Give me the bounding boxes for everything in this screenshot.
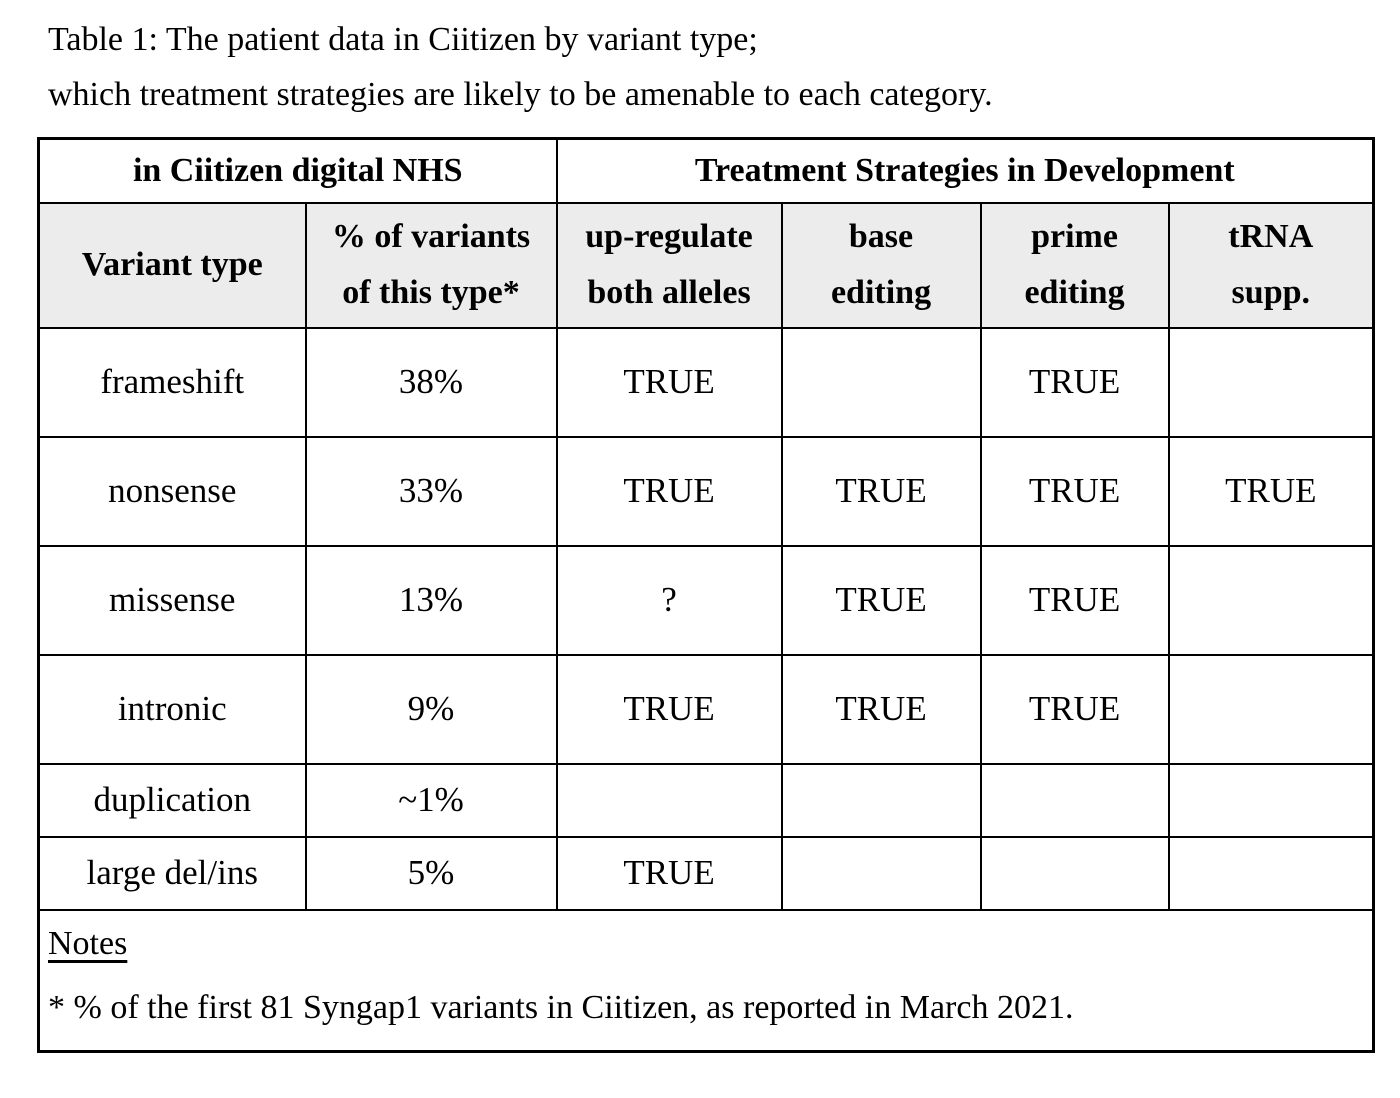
cell-missense-base: TRUE <box>780 544 982 656</box>
column-header-row: Variant type % of variants of this type*… <box>37 201 1375 329</box>
cell-duplication-pct: ~1% <box>304 762 558 838</box>
cell-intronic-trna <box>1167 653 1375 765</box>
cell-intronic-pct: 9% <box>304 653 558 765</box>
cell-large-del-ins-trna <box>1167 835 1375 911</box>
cell-nonsense-pct: 33% <box>304 435 558 547</box>
cell-missense-variant: missense <box>37 544 307 656</box>
table-caption-line-1: Table 1: The patient data in Ciitizen by… <box>48 21 758 58</box>
cell-frameshift-trna <box>1167 326 1375 438</box>
col-header-prime-editing: prime editing <box>979 201 1170 329</box>
cell-large-del-ins-variant: large del/ins <box>37 835 307 911</box>
cell-nonsense-trna: TRUE <box>1167 435 1375 547</box>
col-header-trna-supp: tRNA supp. <box>1167 201 1375 329</box>
cell-missense-trna <box>1167 544 1375 656</box>
cell-nonsense-variant: nonsense <box>37 435 307 547</box>
col-header-base-line-2: editing <box>830 274 932 311</box>
col-header-pct-line-1: % of variants <box>331 218 531 255</box>
cell-duplication-prime <box>979 762 1170 838</box>
table-row-intronic: intronic 9% TRUE TRUE TRUE <box>37 653 1375 765</box>
cell-large-del-ins-pct: 5% <box>304 835 558 911</box>
cell-intronic-upregulate: TRUE <box>555 653 783 765</box>
cell-intronic-prime: TRUE <box>979 653 1170 765</box>
cell-frameshift-base <box>780 326 982 438</box>
cell-missense-pct: 13% <box>304 544 558 656</box>
cell-frameshift-prime: TRUE <box>979 326 1170 438</box>
cell-duplication-trna <box>1167 762 1375 838</box>
cell-large-del-ins-prime <box>979 835 1170 911</box>
cell-large-del-ins-base <box>780 835 982 911</box>
group-header-treatment-strategies: Treatment Strategies in Development <box>555 137 1375 204</box>
group-header-ciitizen-nhs: in Ciitizen digital NHS <box>37 137 558 204</box>
cell-intronic-variant: intronic <box>37 653 307 765</box>
col-header-pct-line-2: of this type* <box>342 274 520 311</box>
cell-missense-prime: TRUE <box>979 544 1170 656</box>
col-header-pct-of-variants: % of variants of this type* <box>304 201 558 329</box>
cell-nonsense-upregulate: TRUE <box>555 435 783 547</box>
cell-duplication-upregulate <box>555 762 783 838</box>
cell-duplication-base <box>780 762 982 838</box>
col-header-upregulate-line-2: both alleles <box>587 274 751 311</box>
table-caption-line-2: which treatment strategies are likely to… <box>48 76 993 113</box>
table-row-nonsense: nonsense 33% TRUE TRUE TRUE TRUE <box>37 435 1375 547</box>
col-header-base-editing: base editing <box>780 201 982 329</box>
col-header-prime-line-2: editing <box>1024 274 1125 311</box>
notes-cell: Notes * % of the first 81 Syngap1 varian… <box>37 908 1375 1053</box>
cell-frameshift-upregulate: TRUE <box>555 326 783 438</box>
cell-intronic-base: TRUE <box>780 653 982 765</box>
table-caption: Table 1: The patient data in Ciitizen by… <box>48 12 1372 122</box>
col-header-prime-line-1: prime <box>1031 218 1118 255</box>
variant-data-table: in Ciitizen digital NHS Treatment Strate… <box>37 137 1376 1053</box>
notes-heading: Notes <box>48 924 128 962</box>
page: Table 1: The patient data in Ciitizen by… <box>37 12 1376 1053</box>
col-header-base-line-1: base <box>848 218 914 255</box>
col-header-trna-line-2: supp. <box>1231 274 1311 311</box>
cell-nonsense-prime: TRUE <box>979 435 1170 547</box>
table-row-duplication: duplication ~1% <box>37 762 1375 838</box>
table-row-large-del-ins: large del/ins 5% TRUE <box>37 835 1375 911</box>
col-header-trna-line-1: tRNA <box>1228 218 1314 255</box>
cell-missense-upregulate: ? <box>555 544 783 656</box>
cell-duplication-variant: duplication <box>37 762 307 838</box>
notes-footnote: * % of the first 81 Syngap1 variants in … <box>48 988 1074 1026</box>
cell-nonsense-base: TRUE <box>780 435 982 547</box>
col-header-upregulate-line-1: up-regulate <box>585 218 753 255</box>
group-header-row: in Ciitizen digital NHS Treatment Strate… <box>37 137 1375 204</box>
table-row-missense: missense 13% ? TRUE TRUE <box>37 544 1375 656</box>
cell-large-del-ins-upregulate: TRUE <box>555 835 783 911</box>
notes-row: Notes * % of the first 81 Syngap1 varian… <box>37 908 1375 1053</box>
col-header-variant-type: Variant type <box>37 201 307 329</box>
col-header-upregulate-both-alleles: up-regulate both alleles <box>555 201 783 329</box>
col-header-variant-type-label: Variant type <box>81 246 263 283</box>
cell-frameshift-pct: 38% <box>304 326 558 438</box>
table-row-frameshift: frameshift 38% TRUE TRUE <box>37 326 1375 438</box>
cell-frameshift-variant: frameshift <box>37 326 307 438</box>
